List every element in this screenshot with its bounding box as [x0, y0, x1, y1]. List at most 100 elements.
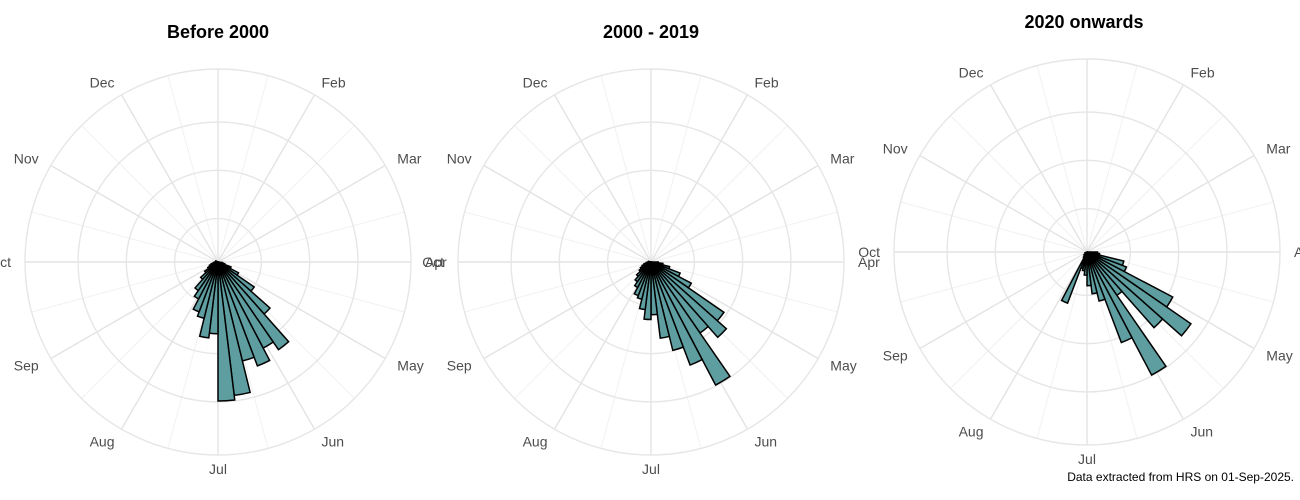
grid-spoke [650, 164, 819, 263]
month-label-nov: Nov [447, 151, 472, 167]
month-label-nov: Nov [14, 151, 39, 167]
grid-ring [558, 169, 744, 355]
grid-spoke-minor [217, 211, 405, 263]
month-label-dec: Dec [523, 75, 548, 91]
month-label-oct: Oct [0, 254, 11, 270]
grid-spoke-minor [650, 261, 838, 313]
month-label-jun: Jun [322, 433, 345, 449]
grid-spoke-minor [1086, 115, 1224, 253]
grid-spoke [1086, 154, 1255, 253]
month-label-feb: Feb [322, 75, 346, 91]
month-label-apr: Apr [858, 254, 880, 270]
month-label-aug: Aug [523, 433, 548, 449]
month-label-may: May [397, 358, 423, 374]
bar-week-41 [647, 260, 652, 263]
grid-ring [77, 121, 359, 403]
panel-before-2000: Before 2000 Feb Mar Apr May Jun Jul Aug Sep Oct N… [0, 22, 447, 477]
month-label-sep: Sep [447, 358, 472, 374]
grid-spoke [217, 94, 316, 263]
panel-title: 2020 onwards [1024, 12, 1143, 32]
grid-spoke-minor [217, 261, 405, 313]
grid-spoke [217, 261, 386, 360]
grid-spoke [989, 84, 1088, 253]
bar-week-21 [217, 261, 290, 351]
grid-spoke-minor [514, 261, 652, 399]
bar-week-20 [1086, 251, 1164, 329]
grid-spoke [217, 164, 386, 263]
bar-week-22 [1086, 251, 1167, 377]
month-label-aug: Aug [959, 423, 984, 439]
month-label-jul: Jul [642, 461, 660, 477]
month-label-feb: Feb [1191, 65, 1215, 81]
grid-ring [457, 68, 845, 456]
grid-spoke-minor [464, 211, 652, 263]
grid-ring [893, 58, 1281, 446]
bar-week-24 [1086, 251, 1106, 302]
month-label-mar: Mar [830, 151, 854, 167]
month-label-dec: Dec [959, 65, 984, 81]
grid-spoke-minor [950, 251, 1088, 389]
grid-spoke [120, 94, 219, 263]
grid-spoke-minor [650, 75, 702, 263]
grid-spoke [50, 164, 219, 263]
month-label-oct: Oct [858, 244, 880, 260]
grid-spoke-minor [1086, 201, 1274, 253]
month-label-dec: Dec [90, 75, 115, 91]
month-label-aug: Aug [90, 433, 115, 449]
bar-week-22 [650, 261, 731, 387]
grid-spoke [483, 164, 652, 263]
grid-ring [1042, 207, 1132, 297]
grid-spoke [989, 251, 1088, 420]
panel-title: 2000 - 2019 [603, 22, 699, 42]
month-label-mar: Mar [1266, 141, 1290, 157]
bar-week-43 [214, 259, 219, 263]
month-label-jun: Jun [755, 433, 778, 449]
month-label-mar: Mar [397, 151, 421, 167]
month-label-jul: Jul [1078, 451, 1096, 467]
grid-spoke-minor [600, 75, 652, 263]
grid-spoke-minor [900, 201, 1088, 253]
bar-week-23 [1086, 251, 1134, 344]
grid-spoke-minor [900, 251, 1088, 303]
panel-2000-2019: 2000 - 2019 Feb Mar Apr May Jun Jul Aug Sep Oct N… [422, 22, 880, 477]
bar-week-25 [650, 261, 671, 339]
bar-week-23 [650, 261, 704, 367]
grid-spoke [553, 94, 652, 263]
month-label-feb: Feb [755, 75, 779, 91]
grid-spoke [50, 261, 219, 360]
grid-spoke [553, 261, 652, 430]
grid-spoke [1086, 84, 1185, 253]
grid-spoke [483, 261, 652, 360]
grid-spoke-minor [464, 261, 652, 313]
bar-week-20 [650, 261, 728, 339]
grid-spoke-minor [1036, 251, 1088, 439]
grid-spoke-minor [1086, 65, 1138, 253]
bar-week-25 [1086, 251, 1098, 295]
month-label-jul: Jul [209, 461, 227, 477]
grid-spoke-minor [81, 261, 219, 399]
grid-spoke-minor [1036, 65, 1088, 253]
month-label-nov: Nov [883, 141, 908, 157]
month-label-may: May [1266, 348, 1292, 364]
bar-week-23 [217, 261, 271, 367]
grid-spoke [650, 94, 749, 263]
grid-spoke-minor [514, 125, 652, 263]
grid-spoke-minor [950, 115, 1088, 253]
month-label-oct: Oct [422, 254, 444, 270]
month-label-may: May [830, 358, 856, 374]
grid-ring [946, 111, 1228, 393]
grid-spoke-minor [217, 75, 269, 263]
grid-ring [994, 159, 1180, 345]
bar-week-24 [650, 261, 685, 352]
bar-week-30 [1060, 251, 1088, 305]
grid-spoke-minor [650, 125, 788, 263]
grid-ring [24, 68, 412, 456]
bar-week-36 [1084, 251, 1088, 254]
data-source-caption: Data extracted from HRS on 01-Sep-2025. [1067, 470, 1294, 484]
grid-spoke-minor [650, 211, 838, 263]
grid-spoke [919, 154, 1088, 253]
bar-week-19 [1086, 251, 1193, 337]
grid-spoke-minor [167, 75, 219, 263]
grid-spoke-minor [81, 125, 219, 263]
